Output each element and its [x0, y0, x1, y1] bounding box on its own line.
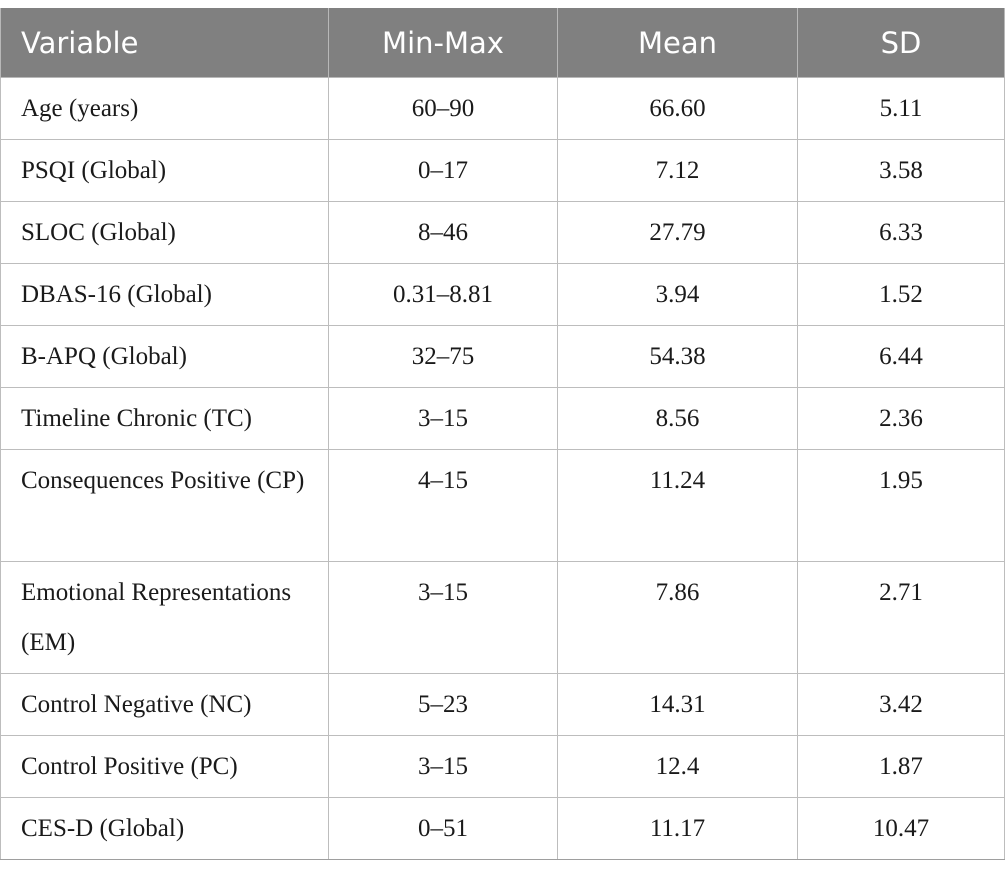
min-max-cell: 4–15 [328, 449, 558, 562]
min-max-cell: 3–15 [328, 387, 558, 450]
min-max-cell: 5–23 [328, 673, 558, 736]
table-row: DBAS-16 (Global) 0.31–8.81 3.94 1.52 [0, 263, 1005, 326]
table-row: Age (years) 60–90 66.60 5.11 [0, 77, 1005, 140]
sd-cell: 6.44 [797, 325, 1005, 388]
sd-cell: 3.42 [797, 673, 1005, 736]
variable-cell: PSQI (Global) [0, 139, 329, 202]
variable-cell: Emotional Representations (EM) [0, 561, 329, 674]
min-max-cell: 60–90 [328, 77, 558, 140]
min-max-cell: 8–46 [328, 201, 558, 264]
table-row: Consequences Positive (CP) 4–15 11.24 1.… [0, 449, 1005, 562]
min-max-cell: 3–15 [328, 735, 558, 798]
table-row: Control Negative (NC) 5–23 14.31 3.42 [0, 673, 1005, 736]
sd-cell: 1.95 [797, 449, 1005, 562]
mean-cell: 27.79 [557, 201, 798, 264]
descriptive-statistics-table: Variable Min-Max Mean SD Age (years) 60–… [0, 8, 1005, 860]
mean-cell: 12.4 [557, 735, 798, 798]
table-row: Control Positive (PC) 3–15 12.4 1.87 [0, 735, 1005, 798]
table-row: B-APQ (Global) 32–75 54.38 6.44 [0, 325, 1005, 388]
mean-cell: 7.12 [557, 139, 798, 202]
table-header: Variable Min-Max Mean SD [0, 8, 1005, 78]
mean-cell: 11.24 [557, 449, 798, 562]
mean-cell: 66.60 [557, 77, 798, 140]
sd-cell: 2.71 [797, 561, 1005, 674]
min-max-cell: 32–75 [328, 325, 558, 388]
sd-cell: 6.33 [797, 201, 1005, 264]
table-row: CES-D (Global) 0–51 11.17 10.47 [0, 797, 1005, 860]
variable-cell: Timeline Chronic (TC) [0, 387, 329, 450]
min-max-cell: 3–15 [328, 561, 558, 674]
variable-cell: Control Negative (NC) [0, 673, 329, 736]
mean-cell: 14.31 [557, 673, 798, 736]
variable-cell: Control Positive (PC) [0, 735, 329, 798]
variable-cell: CES-D (Global) [0, 797, 329, 860]
sd-cell: 5.11 [797, 77, 1005, 140]
mean-cell: 7.86 [557, 561, 798, 674]
variable-cell: Consequences Positive (CP) [0, 449, 329, 562]
min-max-cell: 0–51 [328, 797, 558, 860]
variable-cell: DBAS-16 (Global) [0, 263, 329, 326]
mean-cell: 3.94 [557, 263, 798, 326]
min-max-cell: 0.31–8.81 [328, 263, 558, 326]
min-max-cell: 0–17 [328, 139, 558, 202]
table-body: Age (years) 60–90 66.60 5.11 PSQI (Globa… [0, 77, 1005, 860]
column-header-variable: Variable [0, 8, 329, 78]
variable-cell: B-APQ (Global) [0, 325, 329, 388]
sd-cell: 1.52 [797, 263, 1005, 326]
column-header-min-max: Min-Max [328, 8, 558, 78]
table-row: Emotional Representations (EM) 3–15 7.86… [0, 561, 1005, 674]
table-row: Timeline Chronic (TC) 3–15 8.56 2.36 [0, 387, 1005, 450]
mean-cell: 11.17 [557, 797, 798, 860]
table-row: SLOC (Global) 8–46 27.79 6.33 [0, 201, 1005, 264]
header-row: Variable Min-Max Mean SD [0, 8, 1005, 78]
variable-cell: SLOC (Global) [0, 201, 329, 264]
table-row: PSQI (Global) 0–17 7.12 3.58 [0, 139, 1005, 202]
mean-cell: 8.56 [557, 387, 798, 450]
sd-cell: 2.36 [797, 387, 1005, 450]
column-header-mean: Mean [557, 8, 798, 78]
column-header-sd: SD [797, 8, 1005, 78]
sd-cell: 1.87 [797, 735, 1005, 798]
sd-cell: 10.47 [797, 797, 1005, 860]
variable-cell: Age (years) [0, 77, 329, 140]
mean-cell: 54.38 [557, 325, 798, 388]
sd-cell: 3.58 [797, 139, 1005, 202]
